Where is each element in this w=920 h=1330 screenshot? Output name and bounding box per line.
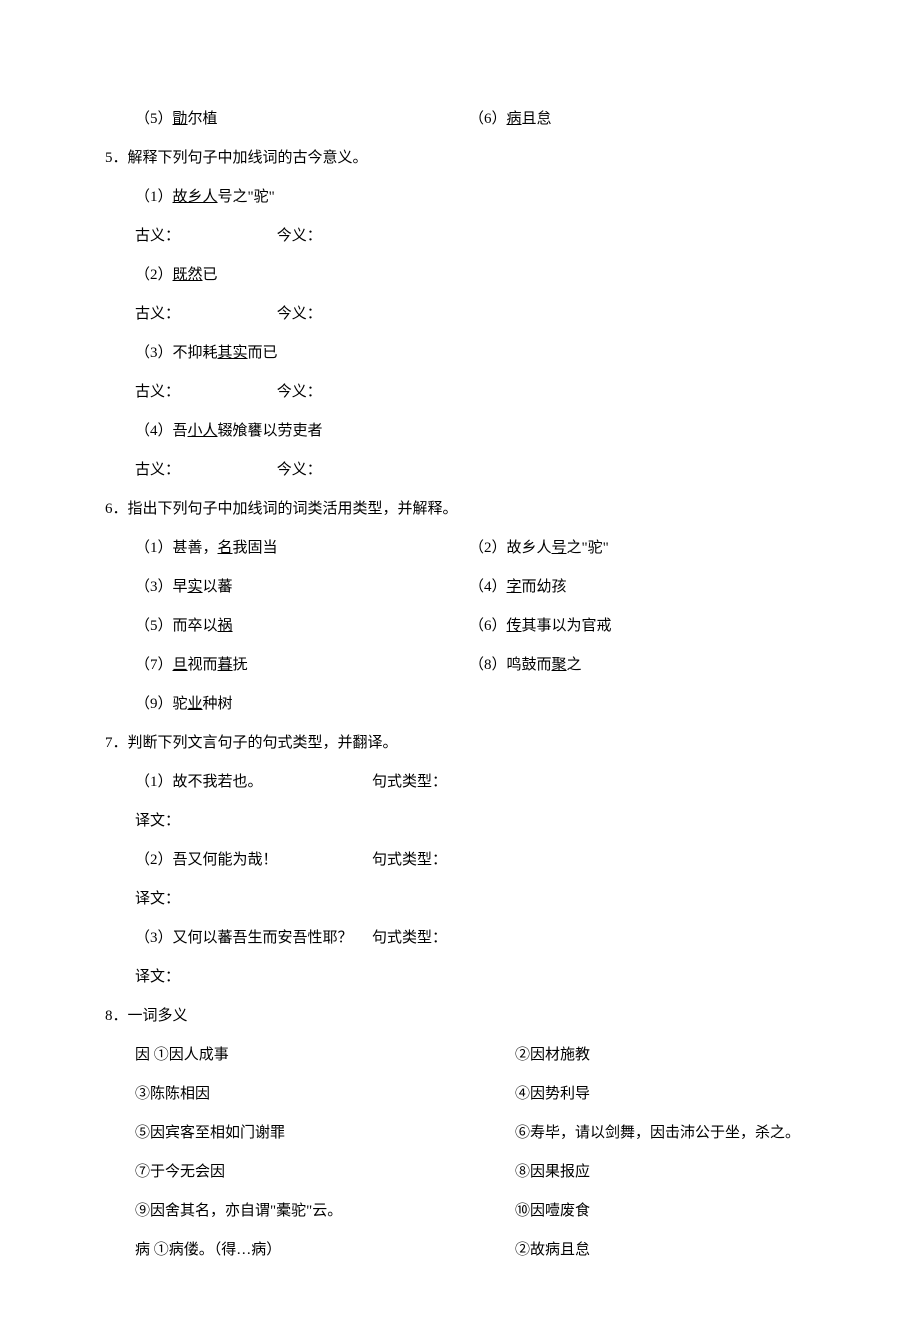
q7-row2: （2）吾又何能为哉！ 句式类型： <box>105 841 815 880</box>
q6-item4: （4）字而幼孩 <box>469 568 815 607</box>
q5-heading: 5．解释下列句子中加线词的古今意义。 <box>105 139 815 178</box>
q7-heading: 7．判断下列文言句子的句式类型，并翻译。 <box>105 724 815 763</box>
q6-row3: （5）而卒以祸 （6）传其事以为官戒 <box>105 607 815 646</box>
q8-yin6: ⑥寿毕，请以剑舞，因击沛公于坐，杀之。 <box>515 1114 815 1153</box>
q8-yin9: ⑨因舍其名，亦自谓"橐驼"云。 <box>135 1192 515 1231</box>
q6-item3: （3）早实以蕃 <box>135 568 469 607</box>
jin-label: 今义： <box>277 228 322 244</box>
q8-bing1: 病 ①病偻。（得…病） <box>135 1231 515 1270</box>
q7-type3: 句式类型： <box>372 919 815 958</box>
q8-bing-row1: 病 ①病偻。（得…病） ②故病且怠 <box>105 1231 815 1270</box>
q6-heading: 6．指出下列句子中加线词的词类活用类型，并解释。 <box>105 490 815 529</box>
q6-item8: （8）鸣鼓而聚之 <box>469 646 815 685</box>
q7-row3: （3）又何以蕃吾生而安吾性耶？ 句式类型： <box>105 919 815 958</box>
q5-item2-fill: 古义： 今义： <box>105 295 815 334</box>
q5-item2: （2）既然已 <box>105 256 815 295</box>
q6-item6: （6）传其事以为官戒 <box>469 607 815 646</box>
q4-item5: （5）勖尔植 <box>135 100 469 139</box>
jin-label: 今义： <box>277 306 322 322</box>
q8-yin5: ⑤因宾客至相如门谢罪 <box>135 1114 515 1153</box>
q8-yin10: ⑩因噎废食 <box>515 1192 815 1231</box>
q7-item1: （1）故不我若也。 <box>135 763 372 802</box>
q6-row2: （3）早实以蕃 （4）字而幼孩 <box>105 568 815 607</box>
q6-item2: （2）故乡人号之"驼" <box>469 529 815 568</box>
gu-label: 古义： <box>135 373 273 412</box>
q8-yin4: ④因势利导 <box>515 1075 815 1114</box>
q6-item7: （7）旦视而暮抚 <box>135 646 469 685</box>
q7-item2: （2）吾又何能为哉！ <box>135 841 372 880</box>
q4-items: （5）勖尔植 （6）病且怠 <box>105 100 815 139</box>
q6-item5: （5）而卒以祸 <box>135 607 469 646</box>
gu-label: 古义： <box>135 451 273 490</box>
q6-item9: （9）驼业种树 <box>105 685 815 724</box>
q8-bing2: ②故病且怠 <box>515 1231 815 1270</box>
q5-item3-fill: 古义： 今义： <box>105 373 815 412</box>
q7-type1: 句式类型： <box>372 763 815 802</box>
q8-yin-row2: ③陈陈相因 ④因势利导 <box>105 1075 815 1114</box>
q6-row1: （1）甚善，名我固当 （2）故乡人号之"驼" <box>105 529 815 568</box>
q8-yin-row4: ⑦于今无会因 ⑧因果报应 <box>105 1153 815 1192</box>
q7-row1: （1）故不我若也。 句式类型： <box>105 763 815 802</box>
q5-item4: （4）吾小人辍飧饔以劳吏者 <box>105 412 815 451</box>
q7-trans2: 译文： <box>105 880 815 919</box>
q8-yin-row1: 因 ①因人成事 ②因材施教 <box>105 1036 815 1075</box>
q8-yin8: ⑧因果报应 <box>515 1153 815 1192</box>
gu-label: 古义： <box>135 295 273 334</box>
q8-yin2: ②因材施教 <box>515 1036 815 1075</box>
gu-label: 古义： <box>135 217 273 256</box>
q5-item4-fill: 古义： 今义： <box>105 451 815 490</box>
q7-item3: （3）又何以蕃吾生而安吾性耶？ <box>135 919 372 958</box>
q8-yin3: ③陈陈相因 <box>135 1075 515 1114</box>
jin-label: 今义： <box>277 462 322 478</box>
q6-item1: （1）甚善，名我固当 <box>135 529 469 568</box>
jin-label: 今义： <box>277 384 322 400</box>
q5-item1-fill: 古义： 今义： <box>105 217 815 256</box>
q6-row4: （7）旦视而暮抚 （8）鸣鼓而聚之 <box>105 646 815 685</box>
q7-type2: 句式类型： <box>372 841 815 880</box>
q4-item6: （6）病且怠 <box>469 100 815 139</box>
q8-yin-row3: ⑤因宾客至相如门谢罪 ⑥寿毕，请以剑舞，因击沛公于坐，杀之。 <box>105 1114 815 1153</box>
q8-heading: 8．一词多义 <box>105 997 815 1036</box>
q8-yin7: ⑦于今无会因 <box>135 1153 515 1192</box>
q8-yin-row5: ⑨因舍其名，亦自谓"橐驼"云。 ⑩因噎废食 <box>105 1192 815 1231</box>
q5-item3: （3）不抑耗其实而已 <box>105 334 815 373</box>
q7-trans1: 译文： <box>105 802 815 841</box>
q7-trans3: 译文： <box>105 958 815 997</box>
q8-yin1: 因 ①因人成事 <box>135 1036 515 1075</box>
q5-item1: （1）故乡人号之"驼" <box>105 178 815 217</box>
